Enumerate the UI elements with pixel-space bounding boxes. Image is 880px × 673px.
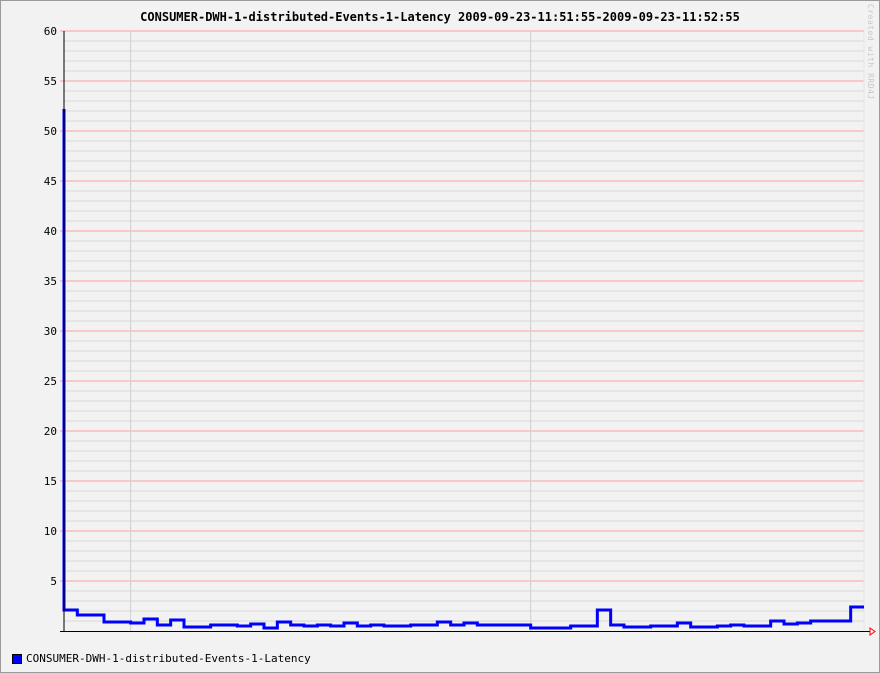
minor-gridlines: [64, 40, 864, 622]
y-tick-label: 50: [44, 125, 57, 138]
y-tick-label: 15: [44, 475, 57, 488]
axes: [60, 31, 876, 636]
major-gridlines: [60, 30, 864, 582]
y-tick-label: 25: [44, 375, 57, 388]
y-tick-label: 20: [44, 425, 57, 438]
rrd4j-watermark: Created with RRD4J: [866, 4, 875, 100]
series-group: [62, 109, 864, 630]
vertical-gridlines: [130, 31, 865, 631]
y-tick-label: 60: [44, 25, 57, 38]
y-tick-label: 40: [44, 225, 57, 238]
series-line: [62, 109, 864, 630]
legend-label: CONSUMER-DWH-1-distributed-Events-1-Late…: [26, 652, 311, 665]
legend: CONSUMER-DWH-1-distributed-Events-1-Late…: [12, 652, 311, 665]
legend-swatch: [12, 653, 22, 664]
y-tick-label: 45: [44, 175, 57, 188]
x-axis-arrow: [869, 627, 876, 636]
y-tick-label: 55: [44, 75, 57, 88]
y-tick-label: 35: [44, 275, 57, 288]
y-tick-label: 10: [44, 525, 57, 538]
chart-title: CONSUMER-DWH-1-distributed-Events-1-Late…: [140, 10, 740, 24]
y-tick-label: 30: [44, 325, 57, 338]
y-tick-label: 5: [50, 575, 57, 588]
y-tick-labels: 5 10 15 20 25 30 35 40 45 50 55 60: [44, 25, 57, 588]
